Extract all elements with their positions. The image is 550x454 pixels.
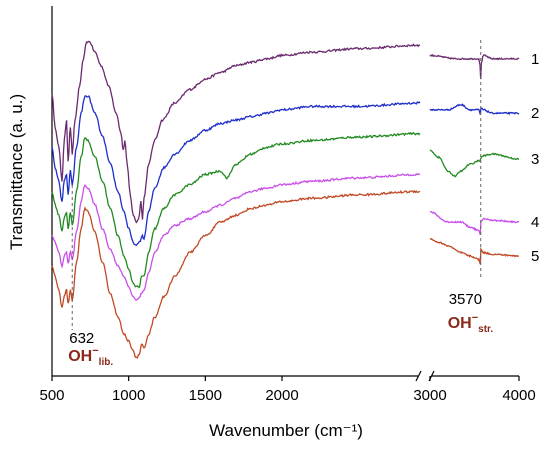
series-3 xyxy=(51,131,520,288)
plot-area xyxy=(51,6,520,382)
series-labels: 1 2 3 4 5 xyxy=(531,51,539,265)
series-line-left xyxy=(51,189,421,359)
series-label: 1 xyxy=(531,51,539,68)
series-line-left xyxy=(51,131,421,288)
series-line-right xyxy=(429,149,520,178)
series-line-right xyxy=(429,238,519,265)
annotation-value: 3570 xyxy=(449,291,482,308)
x-tick-label: 3000 xyxy=(413,387,446,404)
series-label: 5 xyxy=(531,248,539,265)
y-axis-title: Transmittance (a. u.) xyxy=(7,94,26,250)
series-label: 4 xyxy=(531,214,539,231)
series-line-right xyxy=(429,53,520,80)
annotation-value: 632 xyxy=(69,330,94,347)
series-line-right xyxy=(429,103,520,116)
series-line-left xyxy=(51,172,420,301)
x-tick-label: 2000 xyxy=(265,387,298,404)
x-tick-label: 1500 xyxy=(189,387,222,404)
series-line-left xyxy=(51,95,421,247)
series-line-right xyxy=(429,210,520,236)
x-tick-label: 4000 xyxy=(502,387,535,404)
series-line-left xyxy=(51,40,421,224)
annotation-3570: 3570 OH−str. xyxy=(448,40,494,335)
series-4 xyxy=(51,172,520,301)
annotation-group-label: OH−lib. xyxy=(68,345,113,368)
series-2 xyxy=(51,95,520,247)
series-label: 2 xyxy=(531,105,539,122)
series-label: 3 xyxy=(531,151,539,168)
x-tick-label: 500 xyxy=(39,387,64,404)
series-5 xyxy=(51,189,519,359)
axis-break-mark xyxy=(415,370,422,382)
x-axis-title: Wavenumber (cm⁻¹) xyxy=(209,421,363,440)
series-1 xyxy=(51,40,520,224)
x-tick-label: 1000 xyxy=(112,387,145,404)
x-axis-ticks: 500 1000 1500 2000 3000 4000 xyxy=(39,376,536,404)
annotation-group-label: OH−str. xyxy=(448,312,494,335)
